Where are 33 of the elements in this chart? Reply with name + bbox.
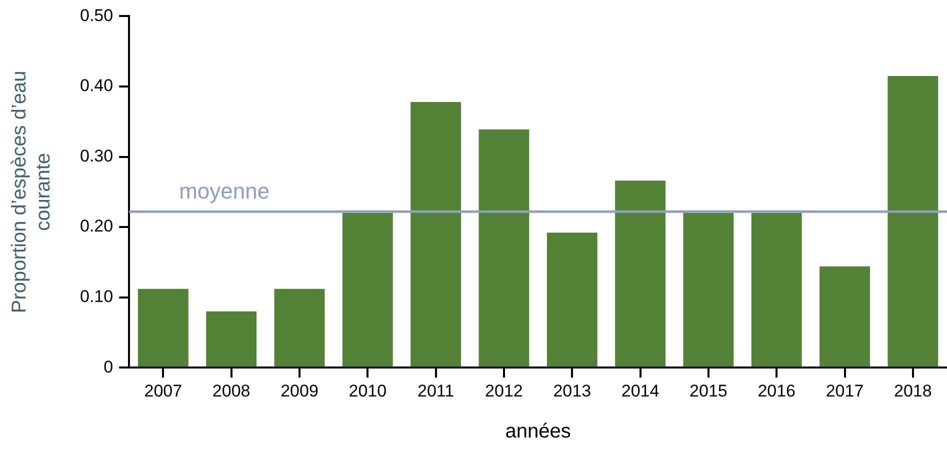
x-tick-label: 2018: [894, 381, 932, 400]
x-tick-label: 2013: [553, 381, 592, 400]
y-tick-label: 0.50: [80, 6, 114, 25]
bar: [820, 266, 870, 367]
x-tick-label: 2015: [690, 381, 728, 400]
y-tick-label: 0.10: [80, 287, 114, 306]
bar: [138, 288, 188, 367]
x-tick-label: 2010: [348, 381, 387, 400]
y-axis-title: Proportion d’espèces d’eau courante: [8, 70, 55, 314]
y-tick-label: 0: [104, 357, 114, 376]
x-tick-label: 2014: [621, 381, 660, 400]
x-tick-label: 2008: [212, 381, 250, 400]
ref-line-label: moyenne: [179, 178, 270, 204]
y-tick-label: 0.40: [80, 76, 114, 96]
x-tick-label: 2011: [418, 381, 454, 400]
x-tick-label: 2007: [144, 381, 182, 400]
x-axis-title: années: [505, 420, 571, 443]
bar: [751, 212, 802, 367]
x-tick-label: 2016: [758, 381, 796, 400]
x-tick-label: 2012: [485, 381, 523, 400]
bar: [342, 212, 393, 367]
bar: [683, 212, 734, 367]
bar: [888, 76, 938, 367]
bar: [206, 311, 257, 367]
bar: [410, 102, 462, 367]
bar: [615, 180, 666, 367]
bar: [274, 288, 325, 367]
x-tick-label: 2017: [826, 381, 864, 400]
bar: [546, 232, 598, 367]
y-tick-label: 0.30: [80, 146, 114, 166]
y-tick-label: 0.20: [80, 216, 114, 236]
x-tick-label: 2009: [280, 381, 318, 400]
bar: [478, 129, 530, 367]
